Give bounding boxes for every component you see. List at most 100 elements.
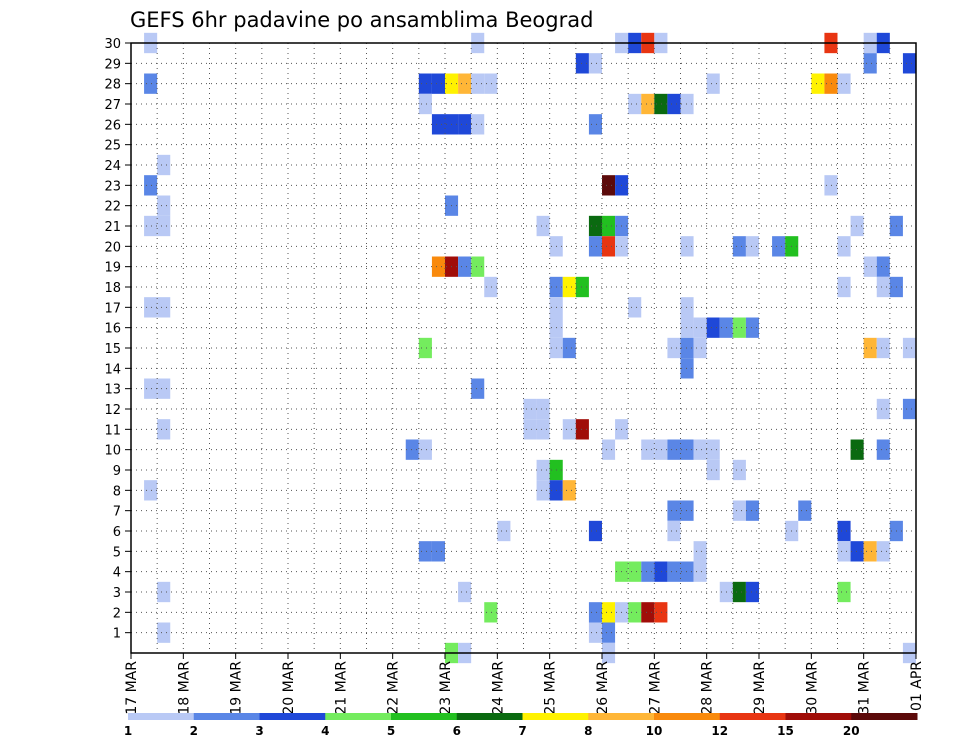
precip-cell (863, 53, 877, 74)
x-axis: 17 MAR 18 MAR 19 MAR 20 MAR 21 MAR 22 MAR 23 M… (124, 653, 925, 715)
precip-cell (157, 378, 171, 399)
legend-label: 20 (843, 724, 860, 738)
x-tick-label: 19 MAR (229, 661, 245, 715)
precip-cell (863, 337, 877, 359)
precip-cell (745, 236, 759, 257)
precip-cell (458, 114, 472, 135)
precip-cell (418, 93, 432, 115)
precip-cell (693, 561, 707, 582)
precip-cell (837, 276, 851, 298)
x-tick-label: 18 MAR (176, 661, 192, 715)
precip-cell (144, 215, 158, 237)
legend-color-swatch (851, 713, 918, 720)
precip-cell (562, 419, 576, 440)
precip-cell (588, 602, 602, 623)
precip-cell (588, 236, 602, 257)
legend-color-swatch (719, 713, 786, 720)
y-tick-label: 3 (113, 586, 121, 601)
x-tick-label: 31 MAR (857, 661, 873, 715)
precip-cell (850, 215, 864, 237)
y-tick-label: 19 (104, 261, 121, 276)
precip-cell (562, 337, 576, 359)
precip-cell (837, 520, 851, 542)
precip-cell (706, 439, 720, 460)
y-tick-label: 2 (113, 606, 121, 621)
legend-color-swatch (785, 713, 852, 720)
x-tick-label: 26 MAR (595, 661, 611, 715)
x-tick-label: 28 MAR (700, 661, 716, 715)
y-tick-label: 30 (104, 37, 121, 52)
precip-cell (418, 337, 432, 359)
cells-layer (144, 32, 916, 664)
x-tick-label: 25 MAR (543, 661, 559, 715)
precip-cell (602, 175, 616, 196)
precip-cell (641, 93, 655, 115)
precip-cell (824, 175, 838, 196)
y-axis: 1234567891011121314151617181920212223242… (104, 37, 131, 642)
precip-cell (693, 337, 707, 359)
precip-cell (745, 581, 759, 603)
precip-cell (654, 439, 668, 460)
precip-cell (523, 398, 537, 420)
precip-cell (144, 378, 158, 399)
precip-cell (458, 256, 472, 277)
precip-cell (628, 297, 642, 318)
precip-cell (680, 358, 694, 379)
precip-cell (144, 175, 158, 196)
precip-cell (144, 297, 158, 318)
precip-cell (157, 195, 171, 216)
precip-cell (654, 561, 668, 582)
y-tick-label: 20 (104, 240, 121, 255)
precip-cell (667, 500, 681, 521)
x-tick-label: 01 APR (909, 661, 925, 711)
y-tick-label: 22 (104, 200, 121, 215)
precip-cell (458, 73, 472, 94)
precip-cell (876, 439, 890, 460)
precip-cell (157, 622, 171, 643)
precip-cell (811, 73, 825, 94)
precip-cell (157, 215, 171, 237)
precip-cell (745, 500, 759, 521)
precip-cell (144, 73, 158, 94)
precip-cell (157, 297, 171, 318)
precip-cell (693, 317, 707, 338)
y-tick-label: 15 (104, 342, 121, 357)
precip-cell (431, 114, 445, 135)
x-tick-label: 17 MAR (124, 661, 140, 715)
precip-cell (575, 276, 589, 298)
legend-label: 10 (646, 724, 663, 738)
precip-cell (471, 378, 485, 399)
precip-cell (667, 561, 681, 582)
precip-cell (628, 602, 642, 623)
precip-cell (602, 622, 616, 643)
precip-cell (798, 500, 812, 521)
precip-cell (693, 541, 707, 562)
precip-cell (667, 93, 681, 115)
precip-cell (850, 541, 864, 562)
precip-cell (562, 480, 576, 501)
y-tick-label: 10 (104, 444, 121, 459)
chart-title: GEFS 6hr padavine po ansamblima Beograd (130, 8, 593, 32)
precip-cell (588, 53, 602, 74)
precip-cell (471, 73, 485, 94)
y-tick-label: 26 (104, 118, 121, 133)
precip-cell (863, 256, 877, 277)
precip-cell (484, 602, 498, 623)
precip-cell (602, 439, 616, 460)
legend-label: 12 (711, 724, 728, 738)
precip-cell (431, 73, 445, 94)
legend-label: 8 (584, 724, 592, 738)
precip-cell (628, 561, 642, 582)
precip-cell (680, 337, 694, 359)
x-tick-label: 30 MAR (804, 661, 820, 715)
precip-cell (706, 317, 720, 338)
x-tick-label: 27 MAR (647, 661, 663, 715)
x-tick-label: 29 MAR (752, 661, 768, 715)
legend-color-swatch (325, 713, 392, 720)
precip-cell (602, 236, 616, 257)
precip-cell (471, 256, 485, 277)
precip-cell (418, 73, 432, 94)
legend-color-swatch (456, 713, 523, 720)
legend-color-swatch (259, 713, 326, 720)
